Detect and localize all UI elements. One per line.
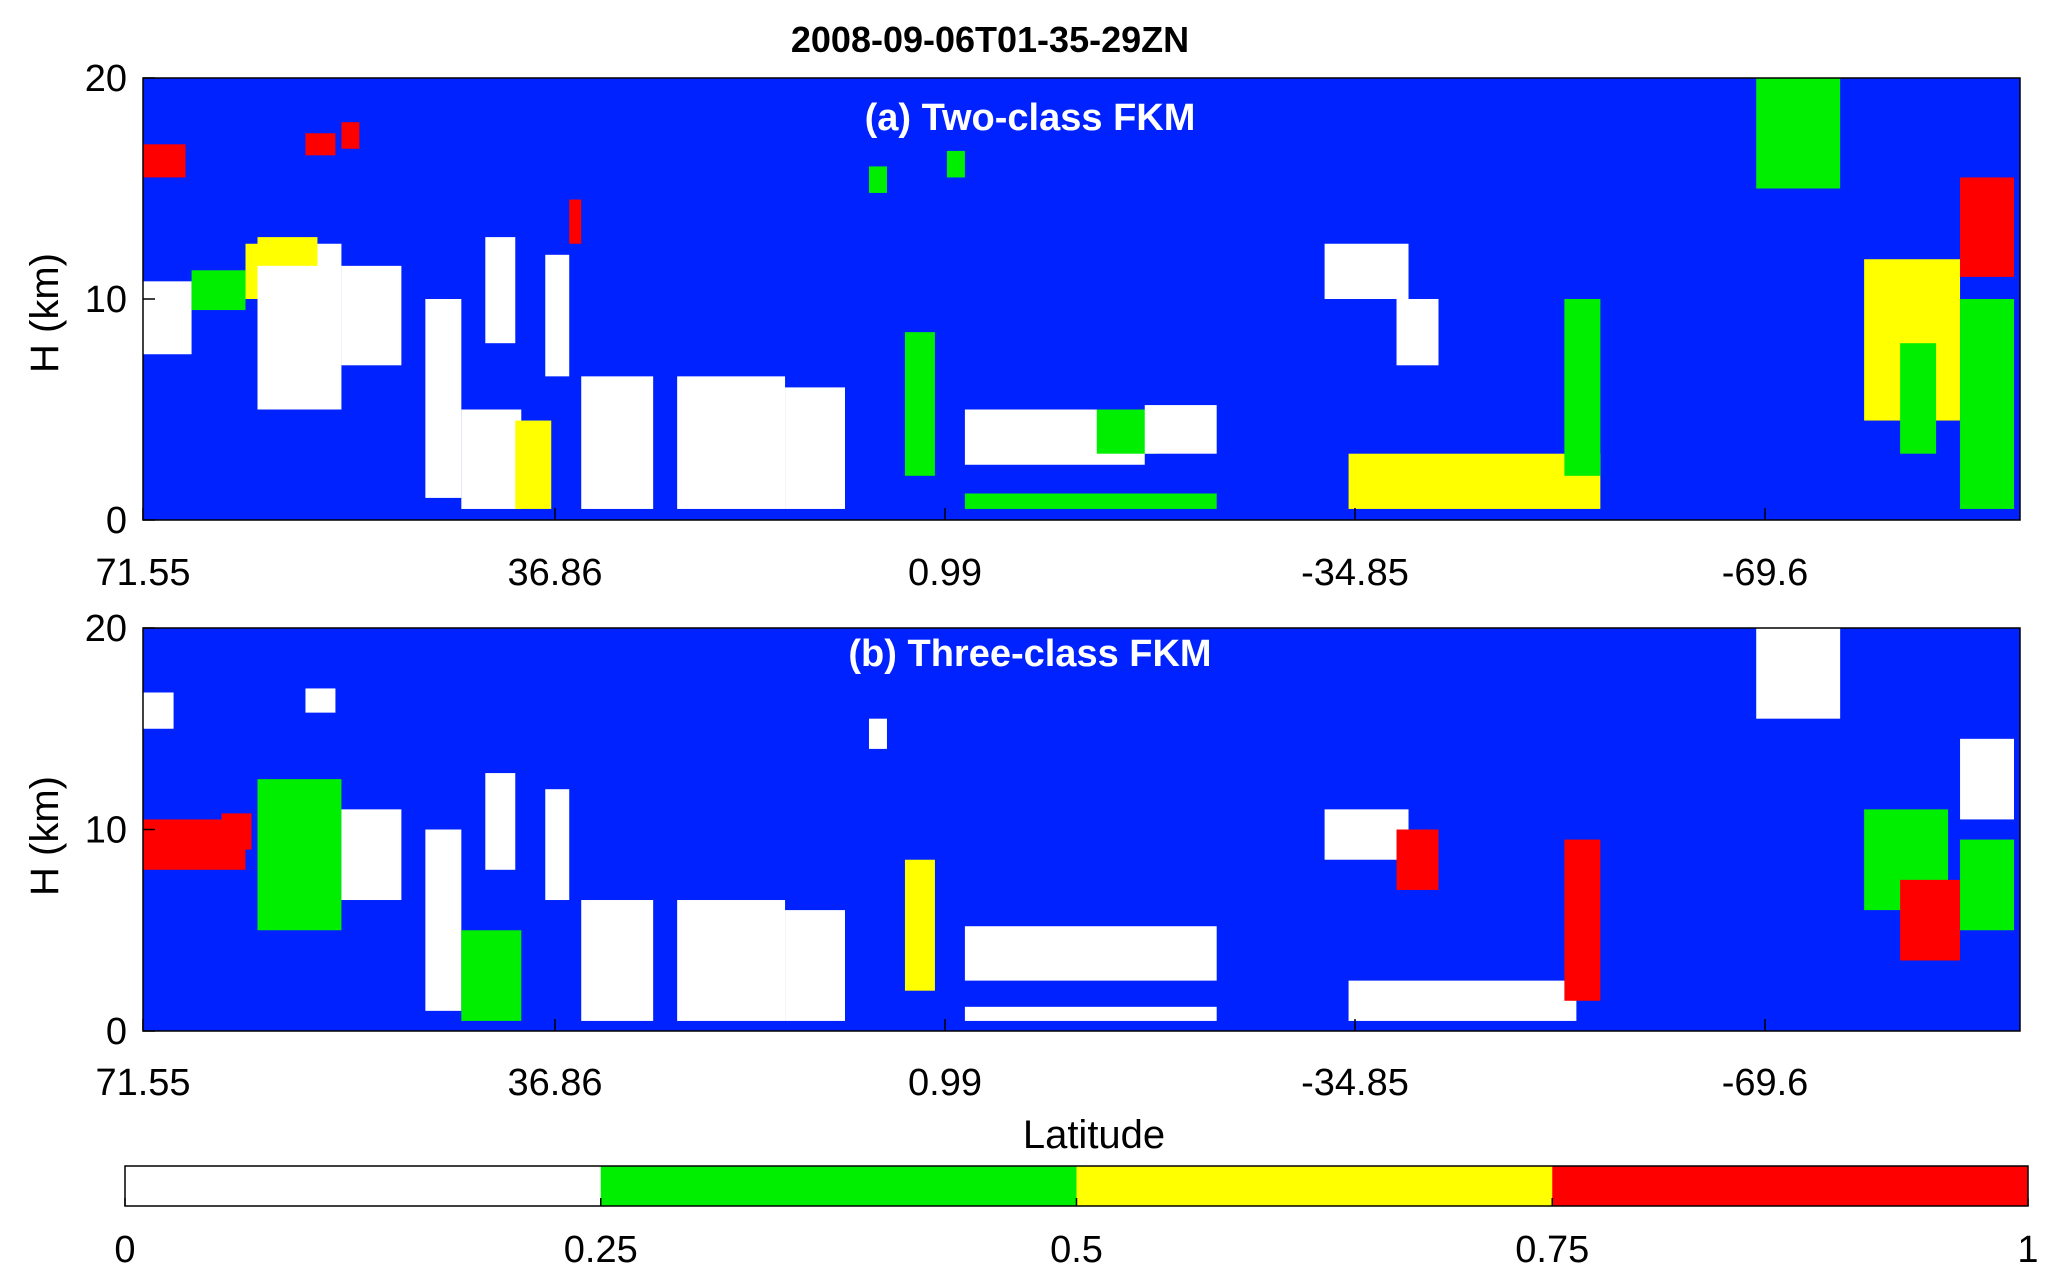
- panel-b-xtick-label-2: 0.99: [908, 1062, 982, 1104]
- panel-a-region-9: [425, 299, 462, 498]
- panel-b-region-8: [485, 773, 516, 870]
- panel-b-region-2: [221, 813, 252, 850]
- panel-a-label: (a) Two-class FKM: [865, 97, 1196, 139]
- colorbar-bin-2: [1076, 1166, 1553, 1206]
- panel-a-region-6: [305, 133, 336, 156]
- panel-a-region-4: [257, 243, 342, 410]
- colorbar-tick-label-1: 0.25: [564, 1229, 638, 1271]
- panel-a-region-28: [1564, 299, 1601, 476]
- panel-b-ytick-label-1: 10: [85, 810, 127, 852]
- panel-b-xtick-label-0: 71.55: [95, 1062, 190, 1104]
- panel-b-region-10: [581, 900, 654, 1021]
- panel-a-region-13: [545, 254, 570, 377]
- panel-b-region-24: [1960, 738, 2015, 820]
- panel-a-region-31: [1900, 343, 1937, 454]
- panel-a-xtick-label-3: -34.85: [1301, 552, 1409, 594]
- panel-a-region-26: [1396, 299, 1439, 366]
- panel-a-ylabel: H (km): [23, 253, 67, 373]
- panel-a-region-17: [785, 387, 846, 509]
- panel-b-region-16: [964, 1006, 1217, 1021]
- colorbar: 0 0.25 0.5 0.75 1: [114, 1165, 2039, 1271]
- panel-b-region-5: [341, 809, 402, 901]
- colorbar-bin-1: [600, 1166, 1077, 1206]
- panel-b-region-14: [904, 859, 935, 991]
- panel-a-region-12: [515, 420, 552, 509]
- panel-b-region-4: [305, 688, 336, 713]
- panel-a-region-25: [1324, 243, 1409, 299]
- panel-b-ytick-label-2: 20: [85, 608, 127, 650]
- panel-b-ylabel: H (km): [23, 776, 67, 896]
- panel-b-region-17: [1324, 809, 1409, 860]
- panel-b-region-20: [1564, 839, 1601, 1001]
- panel-b-xtick-label-4: -69.6: [1722, 1062, 1809, 1104]
- panel-a-region-3: [245, 243, 258, 299]
- panel-b-region-13: [868, 718, 887, 749]
- panel-a-region-24: [964, 493, 1217, 509]
- panel-a-xtick-label-4: -69.6: [1722, 552, 1809, 594]
- panel-a: H (km) 71.55 36.86 0.99 -34.85 -69.6 0 10 20 (a…: [23, 58, 2021, 594]
- panel-b-region-18: [1396, 829, 1439, 890]
- colorbar-tick-label-2: 0.5: [1050, 1229, 1103, 1271]
- panel-b-region-1: [143, 692, 174, 729]
- panel-b-region-6: [425, 829, 462, 1011]
- panel-b-region-7: [461, 930, 522, 1021]
- panel-b: H (km) 71.55 36.86 0.99 -34.85 -69.6 0 10 20 (b…: [23, 608, 2021, 1157]
- panel-b-ytick-label-0: 0: [106, 1011, 127, 1053]
- panel-a-region-23: [1144, 405, 1217, 454]
- colorbar-tick-label-4: 1: [2017, 1229, 2038, 1271]
- colorbar-bin-0: [125, 1166, 601, 1206]
- panel-a-region-1: [143, 144, 186, 178]
- panel-a-xtick-label-1: 36.86: [507, 552, 602, 594]
- figure-title: 2008-09-06T01-35-29ZN: [791, 19, 1189, 60]
- panel-b-xtick-label-1: 36.86: [507, 1062, 602, 1104]
- panel-b-region-11: [677, 900, 786, 1021]
- panel-a-region-18: [868, 166, 887, 193]
- panel-a-region-19: [904, 332, 935, 476]
- panel-a-region-27: [1348, 453, 1601, 509]
- panel-a-region-20: [946, 150, 965, 178]
- panel-b-region-9: [545, 789, 570, 901]
- panel-b-region-23: [1900, 879, 1961, 961]
- panel-a-ytick-label-2: 20: [85, 58, 127, 100]
- panel-b-label: (b) Three-class FKM: [848, 633, 1211, 675]
- panel-b-axes: 71.55 36.86 0.99 -34.85 -69.6 0 10 20: [85, 608, 2021, 1104]
- panel-a-region-29: [1756, 78, 1841, 189]
- panel-a-region-11: [485, 237, 516, 344]
- panel-a-region-15: [581, 376, 654, 509]
- panel-a-xtick-label-0: 71.55: [95, 552, 190, 594]
- panel-b-region-21: [1756, 628, 1841, 719]
- panel-a-region-33: [1960, 299, 2015, 509]
- panel-a-region-16: [677, 376, 786, 509]
- panel-a-ytick-label-0: 0: [106, 500, 127, 542]
- panel-b-region-3: [257, 779, 342, 931]
- panel-b-region-15: [964, 926, 1217, 981]
- panel-a-region-10: [461, 409, 522, 509]
- colorbar-tick-label-0: 0: [114, 1229, 135, 1271]
- panel-b-region-25: [1960, 839, 2015, 931]
- panel-b-xtick-label-3: -34.85: [1301, 1062, 1409, 1104]
- panel-a-region-5: [257, 237, 318, 266]
- colorbar-bin-3: [1552, 1166, 2028, 1206]
- panel-a-ytick-label-1: 10: [85, 279, 127, 321]
- panel-a-region-2: [191, 270, 246, 311]
- panel-b-region-19: [1348, 980, 1577, 1021]
- panel-b-xlabel: Latitude: [1023, 1113, 1165, 1157]
- panel-a-region-7: [341, 122, 360, 149]
- panel-a-region-32: [1960, 177, 2015, 277]
- panel-b-region-12: [785, 910, 846, 1021]
- panel-a-region-8: [341, 265, 402, 366]
- colorbar-tick-label-3: 0.75: [1515, 1229, 1589, 1271]
- panel-a-xtick-label-2: 0.99: [908, 552, 982, 594]
- panel-a-region-14: [569, 199, 582, 244]
- panel-a-axes: 71.55 36.86 0.99 -34.85 -69.6 0 10 20: [85, 58, 2021, 594]
- panel-a-region-0: [143, 281, 192, 355]
